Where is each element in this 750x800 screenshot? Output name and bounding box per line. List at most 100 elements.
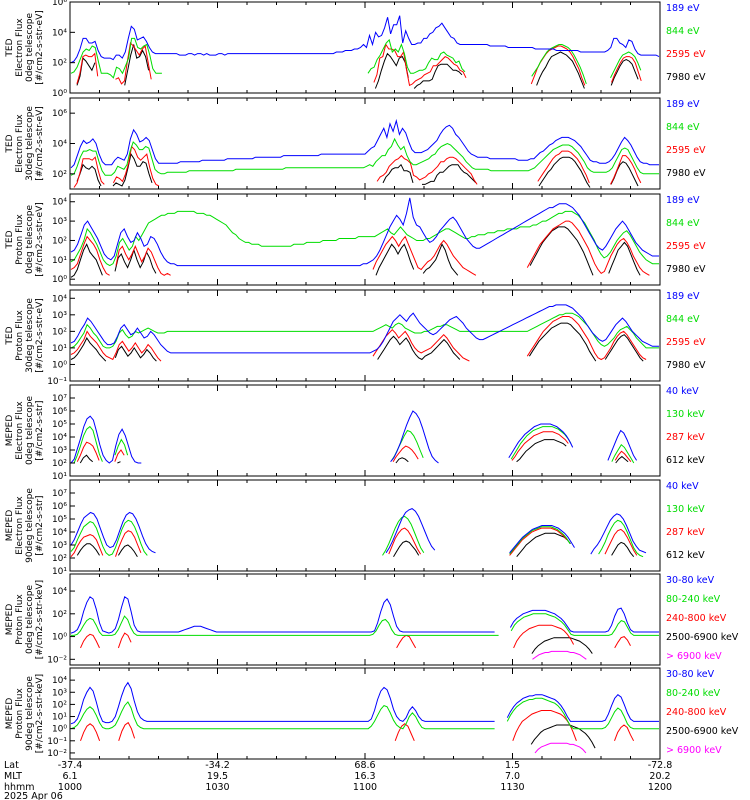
series-4-2 [70, 316, 647, 362]
y-tick-label: 10² [52, 459, 67, 469]
y-tick-label: 10³ [52, 446, 67, 456]
series-8-3 [80, 710, 635, 742]
legend-entry: 2595 eV [666, 241, 706, 252]
y-tick-label: 10¹ [52, 256, 67, 266]
x-row-value: 1200 [648, 782, 672, 793]
x-row-value: 20.2 [649, 771, 670, 782]
series-line [80, 710, 635, 742]
date-label: 2025 Apr 06 [4, 791, 63, 800]
y-tick-label: 10⁶ [52, 407, 67, 417]
y-axis-label-line: 30deg telescope [25, 298, 35, 373]
y-tick-label: 10¹ [52, 472, 67, 482]
y-tick-label: 10⁵ [52, 515, 67, 525]
legend-entry: 40 keV [666, 481, 699, 492]
series-line [70, 508, 647, 555]
x-row-label: hhmm [4, 782, 35, 793]
series-8-5 [70, 681, 659, 725]
series-4-4 [70, 304, 659, 354]
y-tick-label: 10⁻¹ [47, 737, 67, 747]
y-tick-label: 10⁻² [47, 749, 67, 759]
y-tick-label: 10² [52, 59, 67, 69]
y-tick-label: 10⁵ [52, 420, 67, 430]
series-7-3 [80, 624, 631, 649]
series-line [79, 439, 629, 464]
y-axis-label-line: [#/cm2-s-str-keV] [35, 674, 45, 753]
x-row-value: 6.1 [62, 771, 77, 782]
series-8-1 [534, 742, 587, 754]
series-4-3 [70, 312, 659, 349]
y-tick-label: 10⁴ [52, 294, 67, 304]
panel-frame [69, 97, 661, 190]
legend-entry: 612 keV [666, 550, 705, 561]
series-6-1 [76, 532, 635, 558]
y-tick-label: 10² [52, 327, 67, 337]
x-row-value: 1100 [353, 782, 377, 793]
series-line [70, 596, 659, 634]
y-axis-label-line: TED [5, 134, 15, 153]
y-tick-label: 10⁴ [52, 587, 67, 597]
legend-entry: 2500-6900 keV [666, 726, 739, 737]
series-3-1 [70, 226, 641, 278]
y-tick-label: 10⁴ [52, 140, 67, 150]
y-tick-label: 10² [52, 554, 67, 564]
legend-entry: 189 eV [666, 99, 700, 110]
series-line [70, 37, 642, 85]
panel-8: 10⁻² 10⁻¹ 10⁰ 10¹ 10² 10³ 10⁴ MEPED Proton Flux 9… [5, 667, 739, 760]
y-tick-label: 10² [52, 236, 67, 246]
y-axis-label-line: 0deg telescope [25, 585, 35, 655]
series-8-2 [530, 724, 596, 749]
series-5-2 [76, 431, 632, 463]
series-line [76, 44, 639, 89]
series-line [70, 197, 659, 267]
legend-entry: 844 eV [666, 314, 700, 325]
x-row-value: -34.2 [205, 760, 230, 771]
panel-6: 10¹ 10² 10³ 10⁴ 10⁵ 10⁶ 10⁷ MEPED Electron Flux 9… [5, 479, 705, 577]
series-line [70, 137, 659, 176]
series-line [70, 226, 641, 278]
panel-frame [69, 384, 661, 477]
legend-entry: > 6900 keV [666, 651, 722, 662]
series-line [70, 515, 644, 558]
series-line [76, 532, 635, 558]
panel-2: 10² 10⁴ 10⁶ TED Electron Flux 30deg telescope… [5, 97, 706, 190]
legend-entry: 80-240 keV [666, 688, 721, 699]
legend-entry: 130 keV [666, 504, 705, 515]
y-tick-label: 10⁴ [52, 433, 67, 443]
series-7-5 [70, 596, 659, 634]
y-axis-label-line: TED [5, 326, 15, 345]
y-tick-label: 10⁰ [52, 633, 67, 643]
legend-entry: 40 keV [666, 386, 699, 397]
y-tick-label: 10³ [52, 688, 67, 698]
panel-frame [69, 573, 661, 666]
y-tick-label: 10⁷ [52, 489, 67, 499]
x-row-value: 7.0 [505, 771, 520, 782]
y-tick-label: 10⁷ [52, 394, 67, 404]
legend-entry: 7980 eV [666, 264, 706, 275]
series-7-4 [71, 613, 659, 636]
series-3-3 [70, 210, 659, 267]
y-axis-label-line: TED [5, 230, 15, 249]
series-line [534, 742, 587, 754]
y-tick-label: 10⁴ [52, 198, 67, 208]
y-tick-label: 10⁴ [52, 28, 67, 38]
legend-entry: 844 eV [666, 122, 700, 133]
legend-entry: 240-800 keV [666, 613, 727, 624]
series-line [531, 637, 593, 654]
y-axis-label-line: Proton Flux [15, 594, 25, 645]
x-row-value: 68.6 [354, 760, 375, 771]
y-tick-label: 10³ [52, 311, 67, 321]
series-line [80, 624, 631, 649]
y-tick-label: 10⁻¹ [47, 377, 67, 387]
series-line [73, 425, 635, 464]
y-tick-label: 10⁴ [52, 676, 67, 686]
series-line [76, 41, 642, 87]
y-tick-label: 10¹ [52, 567, 67, 577]
y-axis-label-line: MEPED [5, 510, 15, 542]
y-axis-label-line: 0deg telescope [25, 396, 35, 466]
series-line [76, 152, 639, 188]
series-2-4 [70, 118, 659, 169]
series-5-3 [73, 425, 635, 464]
x-row-value: 16.3 [354, 771, 375, 782]
legend-entry: 2595 eV [666, 337, 706, 348]
legend-entry: 30-80 keV [666, 669, 715, 680]
